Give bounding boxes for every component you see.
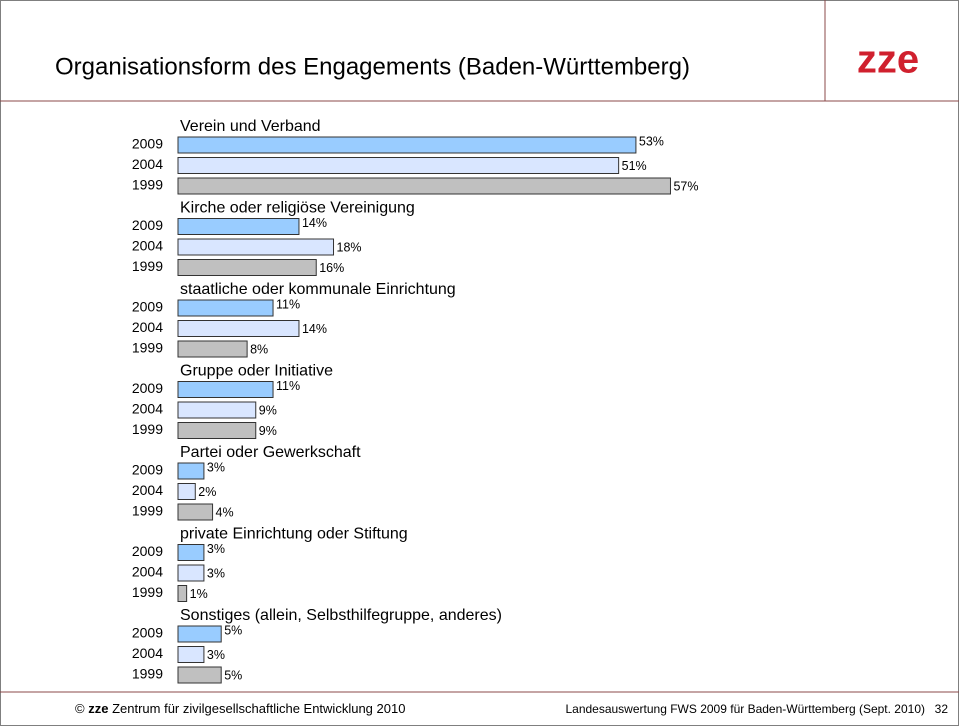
value-label: 3% — [207, 648, 225, 662]
page-number: 32 — [935, 702, 949, 716]
year-label: 2009 — [132, 299, 163, 315]
year-label: 1999 — [132, 258, 163, 274]
value-label: 9% — [259, 403, 277, 417]
year-label: 1999 — [132, 666, 163, 682]
value-label: 5% — [224, 668, 242, 682]
year-label: 1999 — [132, 584, 163, 600]
footer-right: Landesauswertung FWS 2009 für Baden-Würt… — [565, 702, 925, 716]
logo: zze — [857, 38, 919, 82]
footer-org: Zentrum für zivilgesellschaftliche Entwi… — [112, 701, 405, 716]
bar — [177, 544, 205, 561]
chart: Verein und Verband 2009 53% 2004 51% 1999 57% K… — [132, 118, 699, 684]
bar — [177, 666, 222, 684]
bar — [177, 585, 188, 602]
bar — [177, 422, 257, 439]
year-label: 2009 — [132, 380, 163, 396]
value-label: 51% — [622, 159, 647, 173]
bar — [177, 299, 274, 317]
bar — [177, 401, 257, 419]
bar — [177, 564, 205, 582]
year-label: 2004 — [132, 645, 163, 661]
year-label: 2004 — [132, 564, 163, 580]
year-label: 1999 — [132, 503, 163, 519]
value-label: 1% — [190, 587, 208, 601]
value-label: 3% — [207, 566, 225, 580]
value-label: 53% — [639, 134, 664, 148]
year-label: 2009 — [132, 543, 163, 559]
value-label: 3% — [207, 542, 225, 556]
slide-title: Organisationsform des Engagements (Baden… — [55, 53, 690, 80]
footer-left: © zze Zentrum für zivilgesellschaftliche… — [75, 701, 405, 716]
bar — [177, 462, 205, 480]
bar — [177, 157, 620, 174]
bar — [177, 625, 222, 643]
year-label: 2004 — [132, 482, 163, 498]
value-label: 57% — [673, 179, 698, 193]
year-label: 2004 — [132, 401, 163, 417]
bar — [177, 503, 214, 521]
value-label: 11% — [276, 297, 300, 311]
group-label: Partei oder Gewerkschaft — [180, 444, 361, 461]
bar — [177, 340, 248, 358]
group-label: staatliche oder kommunale Einrichtung — [180, 281, 456, 298]
group-label: Verein und Verband — [180, 118, 321, 135]
year-label: 2009 — [132, 136, 163, 152]
value-label: 5% — [224, 623, 242, 637]
value-label: 18% — [337, 240, 362, 254]
bar — [177, 483, 196, 500]
value-label: 9% — [259, 424, 277, 438]
copyright: © — [75, 701, 85, 716]
bar — [177, 238, 335, 256]
brand: zze — [88, 701, 108, 716]
value-label: 4% — [216, 505, 234, 519]
bar — [177, 218, 300, 235]
group-label: Gruppe oder Initiative — [180, 363, 333, 380]
year-label: 1999 — [132, 340, 163, 356]
value-label: 14% — [302, 216, 327, 230]
year-label: 2009 — [132, 462, 163, 478]
value-label: 11% — [276, 379, 300, 393]
value-label: 3% — [207, 460, 225, 474]
year-label: 2009 — [132, 217, 163, 233]
value-label: 8% — [250, 342, 268, 356]
year-label: 2004 — [132, 238, 163, 254]
year-label: 2004 — [132, 319, 163, 335]
bar — [177, 646, 205, 663]
year-label: 1999 — [132, 421, 163, 437]
value-label: 14% — [302, 322, 327, 336]
bar — [177, 259, 317, 276]
year-label: 1999 — [132, 177, 163, 193]
group-label: Sonstiges (allein, Selbsthilfegruppe, an… — [180, 607, 502, 624]
year-label: 2004 — [132, 156, 163, 172]
value-label: 2% — [198, 485, 216, 499]
value-label: 16% — [319, 261, 344, 275]
year-label: 2009 — [132, 625, 163, 641]
bar — [177, 320, 300, 337]
bar — [177, 136, 637, 154]
bar — [177, 177, 671, 195]
bar — [177, 381, 274, 398]
group-label: private Einrichtung oder Stiftung — [180, 526, 408, 543]
group-label: Kirche oder religiöse Vereinigung — [180, 200, 415, 217]
